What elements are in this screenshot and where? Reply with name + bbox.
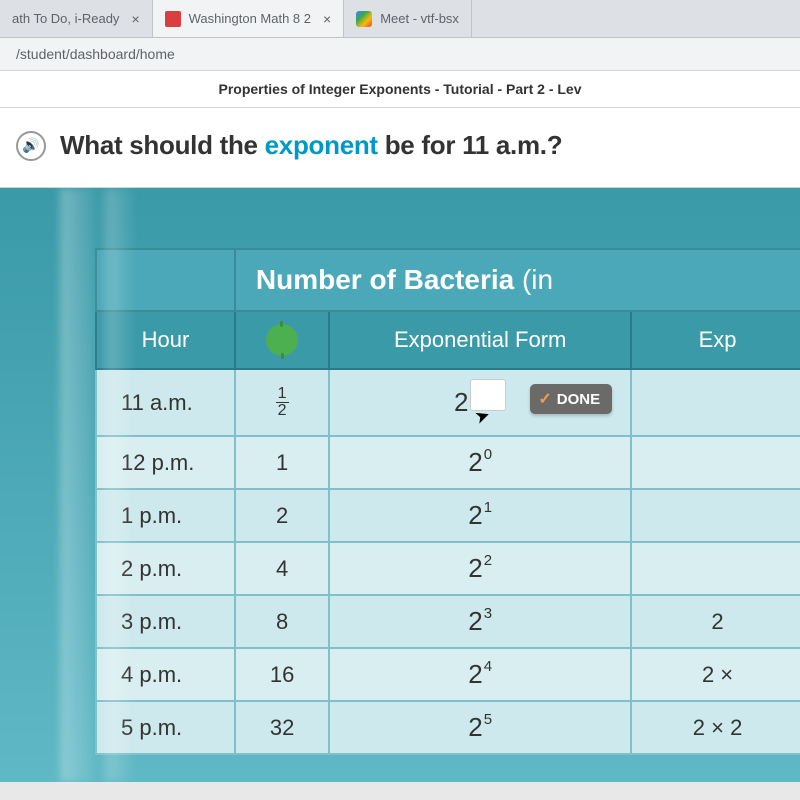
browser-tab-0[interactable]: ath To Do, i-Ready × xyxy=(0,0,153,37)
value-cell: 8 xyxy=(235,595,329,648)
content-area: Number of Bacteria (in Hour Exponential … xyxy=(0,188,800,782)
lesson-breadcrumb: Properties of Integer Exponents - Tutori… xyxy=(0,71,800,108)
exp-form-cell: 21 xyxy=(329,489,631,542)
question-bar: 🔊 What should the exponent be for 11 a.m… xyxy=(0,108,800,188)
tab-title: Meet - vtf-bsx xyxy=(380,11,459,26)
breadcrumb-text: Properties of Integer Exponents - Tutori… xyxy=(218,81,581,97)
table-header-row: Hour Exponential Form Exp xyxy=(96,311,800,369)
hour-cell: 12 p.m. xyxy=(96,436,235,489)
question-text: What should the exponent be for 11 a.m.? xyxy=(60,130,562,161)
exp2-cell xyxy=(631,489,800,542)
fraction: 1 2 xyxy=(276,386,289,419)
exp-form-cell: 23 xyxy=(329,595,631,648)
table-row: 4 p.m. 16 24 2 × xyxy=(96,648,800,701)
hour-cell: 11 a.m. xyxy=(96,369,235,436)
hour-header: Hour xyxy=(96,311,235,369)
bacteria-table: Number of Bacteria (in Hour Exponential … xyxy=(95,248,800,755)
bacteria-icon-header xyxy=(235,311,329,369)
exp-form-cell: 20 xyxy=(329,436,631,489)
exp2-cell: 2 × xyxy=(631,648,800,701)
value-cell: 2 xyxy=(235,489,329,542)
table-row: 3 p.m. 8 23 2 xyxy=(96,595,800,648)
close-icon[interactable]: × xyxy=(323,11,331,27)
value-cell: 1 2 xyxy=(235,369,329,436)
exp2-cell xyxy=(631,542,800,595)
browser-tab-2[interactable]: Meet - vtf-bsx xyxy=(344,0,472,37)
table-row: 11 a.m. 1 2 2 ➤ ✓ DONE xyxy=(96,369,800,436)
question-prefix: What should the xyxy=(60,130,265,160)
done-label: DONE xyxy=(557,391,600,408)
exponent-input[interactable] xyxy=(470,379,506,411)
exp2-cell: 2 × 2 xyxy=(631,701,800,754)
address-bar[interactable]: /student/dashboard/home xyxy=(0,38,800,71)
exp2-header: Exp xyxy=(631,311,800,369)
exp-form-cell: 24 xyxy=(329,648,631,701)
exp2-cell: 2 xyxy=(631,595,800,648)
exp-form-cell: 2 ➤ ✓ DONE xyxy=(329,369,631,436)
value-cell: 4 xyxy=(235,542,329,595)
favicon-icon xyxy=(356,11,372,27)
value-cell: 16 xyxy=(235,648,329,701)
hour-cell: 2 p.m. xyxy=(96,542,235,595)
close-icon[interactable]: × xyxy=(131,11,139,27)
value-cell: 32 xyxy=(235,701,329,754)
hour-cell: 5 p.m. xyxy=(96,701,235,754)
table-row: 2 p.m. 4 22 xyxy=(96,542,800,595)
value-cell: 1 xyxy=(235,436,329,489)
table-corner xyxy=(96,249,235,311)
exp-base: 2 xyxy=(454,387,468,417)
done-button[interactable]: ✓ DONE xyxy=(530,384,612,414)
url-text: /student/dashboard/home xyxy=(16,46,175,62)
speaker-icon[interactable]: 🔊 xyxy=(16,131,46,161)
bacteria-icon xyxy=(266,324,298,356)
browser-tab-1[interactable]: Washington Math 8 2 × xyxy=(153,0,345,37)
hour-cell: 3 p.m. xyxy=(96,595,235,648)
table-row: 5 p.m. 32 25 2 × 2 xyxy=(96,701,800,754)
table-row: 12 p.m. 1 20 xyxy=(96,436,800,489)
exp-form-cell: 25 xyxy=(329,701,631,754)
table-title-row: Number of Bacteria (in xyxy=(96,249,800,311)
tab-title: ath To Do, i-Ready xyxy=(12,11,119,26)
question-suffix: be for 11 a.m.? xyxy=(378,130,563,160)
exp2-cell xyxy=(631,369,800,436)
hour-cell: 1 p.m. xyxy=(96,489,235,542)
hour-cell: 4 p.m. xyxy=(96,648,235,701)
browser-tab-strip: ath To Do, i-Ready × Washington Math 8 2… xyxy=(0,0,800,38)
favicon-icon xyxy=(165,11,181,27)
exp-form-cell: 22 xyxy=(329,542,631,595)
exp2-cell xyxy=(631,436,800,489)
tab-title: Washington Math 8 2 xyxy=(189,11,311,26)
table-row: 1 p.m. 2 21 xyxy=(96,489,800,542)
check-icon: ✓ xyxy=(538,389,551,409)
table-title: Number of Bacteria (in xyxy=(235,249,800,311)
question-highlight: exponent xyxy=(265,130,378,160)
expform-header: Exponential Form xyxy=(329,311,631,369)
